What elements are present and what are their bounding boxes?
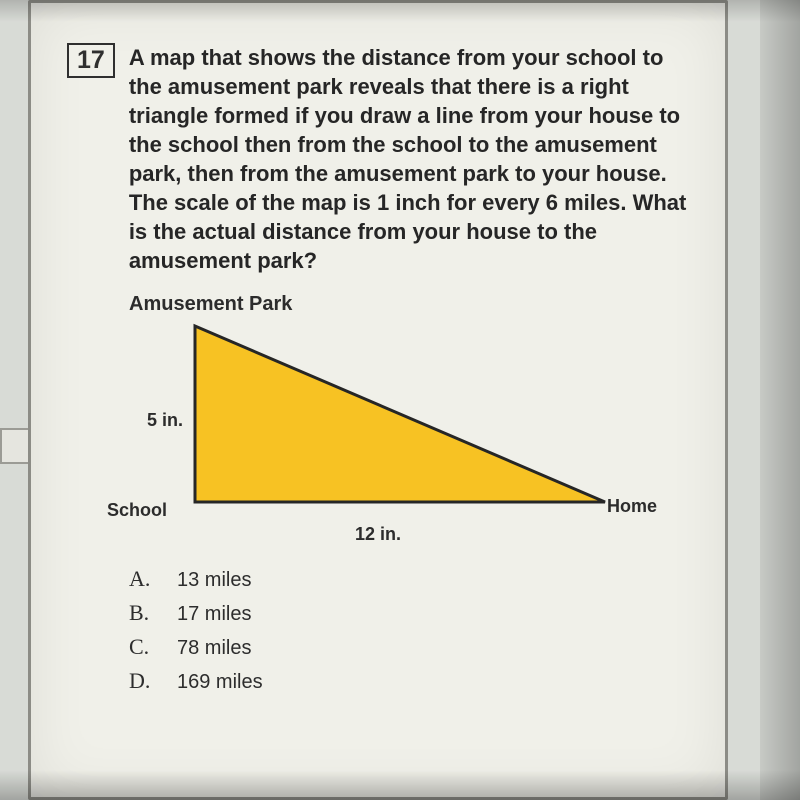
choice-text: 78 miles bbox=[177, 637, 251, 660]
choice-letter: C. bbox=[129, 634, 157, 660]
figure-title: Amusement Park bbox=[129, 293, 689, 316]
vertex-home-label: Home bbox=[607, 496, 657, 517]
choice-b[interactable]: B. 17 miles bbox=[129, 600, 689, 626]
vertex-school-label: School bbox=[107, 500, 167, 521]
side-tab bbox=[0, 428, 30, 464]
worksheet-page: 17 A map that shows the distance from yo… bbox=[28, 0, 728, 800]
figure: 5 in. School Home 12 in. bbox=[129, 316, 689, 548]
choice-letter: D. bbox=[129, 668, 157, 694]
choice-letter: B. bbox=[129, 600, 157, 626]
side-b-label: 12 in. bbox=[355, 524, 401, 545]
choice-text: 169 miles bbox=[177, 671, 263, 694]
choice-d[interactable]: D. 169 miles bbox=[129, 668, 689, 694]
triangle-shape bbox=[195, 326, 605, 502]
choice-c[interactable]: C. 78 miles bbox=[129, 634, 689, 660]
choice-text: 17 miles bbox=[177, 603, 251, 626]
question-number: 17 bbox=[67, 43, 115, 78]
choice-letter: A. bbox=[129, 566, 157, 592]
triangle-svg bbox=[175, 322, 625, 518]
question-text: A map that shows the distance from your … bbox=[129, 43, 689, 275]
choice-text: 13 miles bbox=[177, 569, 251, 592]
answer-choices: A. 13 miles B. 17 miles C. 78 miles D. 1… bbox=[129, 566, 689, 694]
choice-a[interactable]: A. 13 miles bbox=[129, 566, 689, 592]
photo-right-edge-shadow bbox=[760, 0, 800, 800]
question-row: 17 A map that shows the distance from yo… bbox=[67, 43, 689, 275]
side-a-label: 5 in. bbox=[147, 410, 183, 431]
